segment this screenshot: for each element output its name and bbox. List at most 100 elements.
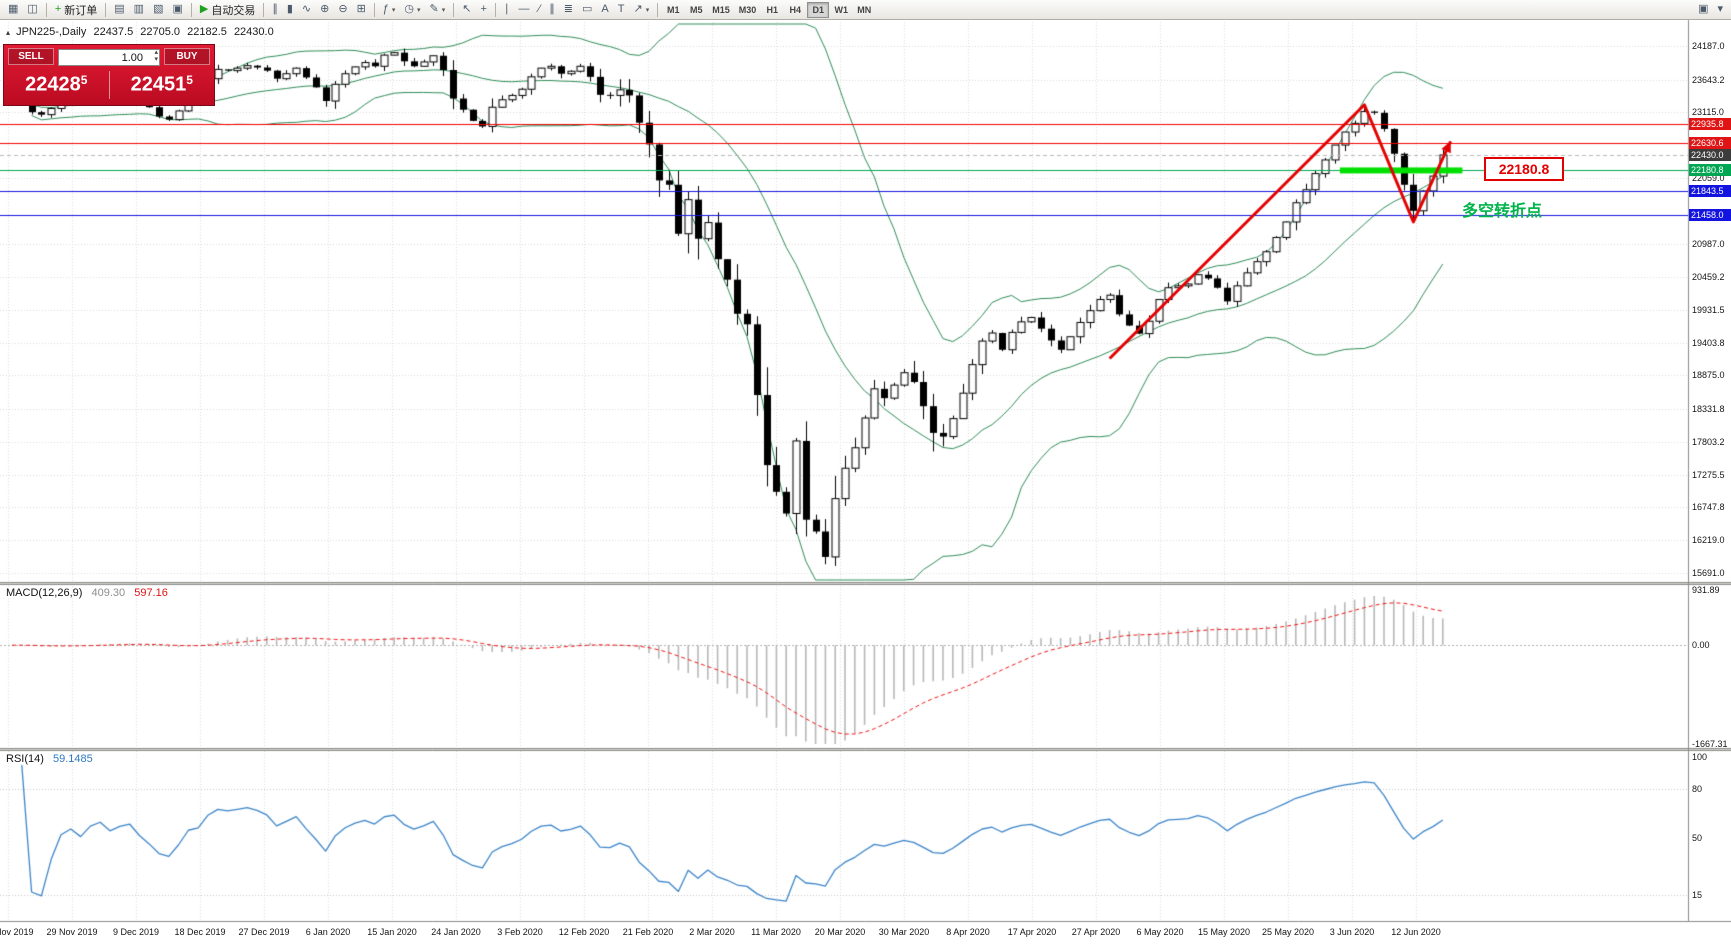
timeframe-h4[interactable]: H4	[784, 2, 806, 18]
timeframe-m30[interactable]: M30	[735, 2, 761, 18]
volume-up-icon[interactable]: ▴	[154, 48, 158, 56]
chevron-down-icon: ▾	[441, 6, 446, 14]
chart-header: ▴ JPN225-,Daily 22437.5 22705.0 22182.5 …	[6, 26, 278, 38]
price-annotation-box[interactable]: 22180.8	[1484, 157, 1564, 181]
toolbar-separator	[657, 2, 659, 17]
zoom-out-icon: ⊖	[338, 3, 348, 15]
label-button[interactable]: T	[614, 1, 629, 18]
templates-button[interactable]: ✎ ▾	[426, 1, 450, 18]
date-axis-label: 20 Mar 2020	[814, 927, 866, 937]
crosshair-button[interactable]: +	[477, 1, 491, 18]
timeframe-m15[interactable]: M15	[708, 2, 734, 18]
rsi-axis-label: 100	[1692, 752, 1708, 762]
more-icon: ▾	[1717, 3, 1723, 15]
date-axis-label: 6 May 2020	[1136, 927, 1184, 937]
price-axis-label: 23115.0	[1692, 107, 1724, 118]
autotrading-button[interactable]: ▶ 自动交易	[196, 1, 259, 18]
date-axis-label: 8 Apr 2020	[946, 927, 990, 937]
line-chart-button[interactable]: ∿	[298, 1, 315, 18]
toolbar-separator	[45, 2, 47, 17]
navigator-button[interactable]: ▧	[149, 1, 167, 18]
date-axis-label: 15 Jan 2020	[367, 927, 417, 937]
indicators-button[interactable]: ƒ ▾	[379, 1, 400, 18]
price-level-tag: 22935.8	[1689, 117, 1731, 130]
line-chart-icon: ∿	[301, 3, 312, 15]
fibonacci-button[interactable]: ≣	[560, 1, 577, 18]
horizontal-line-button[interactable]: ―	[514, 1, 533, 18]
timeframe-d1[interactable]: D1	[807, 1, 830, 18]
trendline-button[interactable]: ∕	[534, 1, 544, 18]
sell-price[interactable]: 224285	[25, 73, 88, 96]
new-order-icon: +	[54, 3, 62, 15]
date-axis-label: 12 Feb 2020	[558, 927, 610, 937]
new-order-button-label: 新订单	[64, 4, 98, 17]
price-level-tag: 22630.6	[1689, 136, 1731, 149]
autotrading-button-label: 自动交易	[211, 4, 256, 17]
date-axis-label: 2 Mar 2020	[689, 927, 735, 937]
candlestick-chart-icon: ▮	[286, 3, 293, 15]
timeframe-mn[interactable]: MN	[853, 2, 875, 18]
date-axis-label: 9 Dec 2019	[112, 927, 160, 937]
toolbar-separator	[263, 2, 265, 17]
price-axis-label: 20459.2	[1692, 272, 1725, 283]
candlestick-chart-button[interactable]: ▮	[283, 1, 297, 18]
buy-button[interactable]: BUY	[164, 47, 210, 65]
macd-axis-label: -1667.31	[1692, 739, 1728, 749]
navigator-icon: ▧	[153, 3, 164, 15]
toolbar-separator	[453, 2, 455, 17]
cursor-button[interactable]: ↖	[458, 1, 475, 18]
rsi-axis-label: 50	[1692, 833, 1703, 843]
timeframe-w1[interactable]: W1	[830, 2, 852, 18]
toolbar-separator	[494, 2, 496, 17]
timeframe-m1[interactable]: M1	[662, 2, 684, 18]
price-level-tag: 22430.0	[1689, 148, 1731, 161]
symbol-period: JPN225-,Daily	[16, 26, 87, 38]
vertical-line-button[interactable]: ∣	[500, 1, 514, 18]
indicators-icon: ƒ	[382, 3, 389, 15]
one-click-trading-panel: SELL ▴ ▾ BUY 224285 224515	[3, 44, 215, 106]
tile-windows-button[interactable]: ⊞	[353, 1, 370, 18]
arrows-button[interactable]: ↗ ▾	[629, 1, 653, 18]
new-chart-button[interactable]: ▦	[4, 1, 22, 18]
data-window-icon: ▥	[133, 3, 145, 15]
volume-down-icon[interactable]: ▾	[154, 55, 158, 63]
price-level-tag: 22180.8	[1689, 164, 1731, 177]
data-window-button[interactable]: ▥	[130, 1, 148, 18]
autotrading-icon: ▶	[199, 3, 209, 15]
zoom-in-button[interactable]: ⊕	[316, 1, 333, 18]
zoom-out-button[interactable]: ⊖	[334, 1, 351, 18]
chart-collapse-icon[interactable]: ▴	[6, 28, 11, 37]
date-axis-label: 17 Apr 2020	[1007, 927, 1057, 937]
channel-icon: ∥	[549, 3, 555, 15]
bar-chart-button[interactable]: ∥	[268, 1, 282, 18]
text-button[interactable]: A	[597, 1, 612, 18]
sell-button[interactable]: SELL	[8, 47, 54, 65]
price-axis-label: 20987.0	[1692, 239, 1725, 250]
chevron-down-icon: ▾	[417, 6, 421, 14]
buy-price[interactable]: 224515	[130, 73, 193, 96]
shapes-button[interactable]: ▭	[578, 1, 596, 18]
channel-button[interactable]: ∥	[545, 1, 559, 18]
ohlc-low: 22182.5	[187, 26, 227, 38]
label-icon: T	[617, 3, 625, 15]
volume-input[interactable]	[58, 49, 160, 66]
cursor-icon: ↖	[462, 3, 472, 15]
timeframe-h1[interactable]: H1	[761, 2, 783, 18]
date-axis-label: 27 Dec 2019	[238, 927, 290, 937]
timeframe-m5[interactable]: M5	[685, 2, 707, 18]
market-watch-button[interactable]: ▤	[110, 1, 128, 18]
pivot-point-label[interactable]: 多空转折点	[1462, 203, 1543, 220]
date-axis-label: 25 May 2020	[1261, 927, 1315, 937]
chart-profiles-button[interactable]: ◫	[23, 1, 41, 18]
periods-button[interactable]: ◷ ▾	[400, 1, 424, 18]
vertical-line-icon: ∣	[503, 3, 510, 15]
chart-shift-icon: ▣	[1698, 3, 1709, 15]
chart-shift-button[interactable]: ▣	[1694, 1, 1712, 18]
new-order-button[interactable]: + 新订单	[51, 1, 101, 18]
date-axis-label: 15 May 2020	[1197, 927, 1251, 937]
terminal-button[interactable]: ▣	[168, 1, 186, 18]
toolbar: ▦ ◫ + 新订单 ▤ ▥ ▧ ▣ ▶ 自动交易 ∥ ▮ ∿ ⊕ ⊖ ⊞ ƒ ▾ ◷ ▾ ✎ ▾ ↖ + ∣ ― ∕ ∥ ≣ ▭ A T ↗ ▾ M…	[0, 0, 1731, 20]
more-button[interactable]: ▾	[1713, 1, 1727, 18]
